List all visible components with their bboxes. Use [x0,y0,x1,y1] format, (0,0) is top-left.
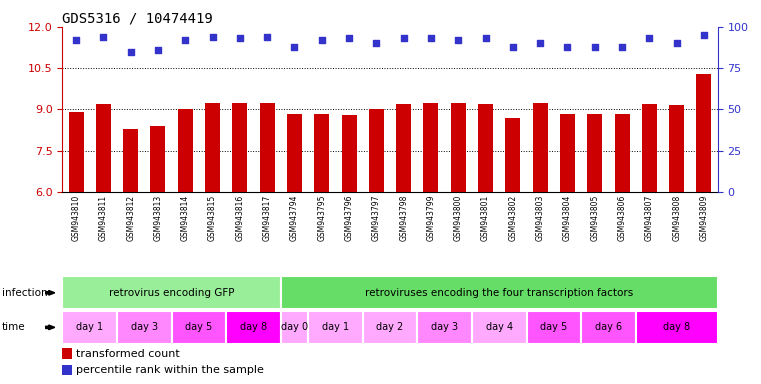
Point [479,35,492,41]
Bar [308,311,363,344]
Bar [62,365,72,375]
Point [152,47,164,53]
Point [288,44,301,50]
Text: retroviruses encoding the four transcription factors: retroviruses encoding the four transcrip… [365,288,633,298]
Text: day 1: day 1 [322,322,349,333]
Point [589,44,601,50]
Bar [669,105,684,192]
Bar [123,129,139,192]
Point [206,34,218,40]
Bar [696,74,712,192]
Bar [369,109,384,192]
Bar [62,348,72,359]
Bar [281,311,308,344]
Bar [62,276,281,309]
Point [179,37,191,43]
Bar [232,103,247,192]
Text: day 3: day 3 [431,322,458,333]
Bar [287,114,302,192]
Point [507,44,519,50]
Text: time: time [2,322,25,333]
Bar [635,311,718,344]
Point [316,37,328,43]
Bar [151,126,165,192]
Text: day 6: day 6 [595,322,622,333]
Bar [178,109,193,192]
Point [261,34,273,40]
Point [70,37,82,43]
Bar [117,311,171,344]
Bar [505,118,521,192]
Bar [478,104,493,192]
Text: day 0: day 0 [281,322,308,333]
Point [562,44,574,50]
Point [534,40,546,46]
Text: infection: infection [2,288,47,298]
Bar [560,114,575,192]
Bar [226,311,281,344]
Point [698,32,710,38]
Bar [96,104,111,192]
Bar [62,311,117,344]
Point [616,44,628,50]
Bar [472,311,527,344]
Text: day 5: day 5 [185,322,212,333]
Bar [451,103,466,192]
Text: percentile rank within the sample: percentile rank within the sample [75,365,263,375]
Bar [260,103,275,192]
Text: day 1: day 1 [76,322,103,333]
Point [643,35,655,41]
Bar [205,103,220,192]
Bar [615,114,629,192]
Text: day 4: day 4 [486,322,513,333]
Bar [68,112,84,192]
Point [425,35,437,41]
Bar [642,104,657,192]
Point [125,49,137,55]
Text: transformed count: transformed count [75,349,180,359]
Point [234,35,246,41]
Text: day 3: day 3 [131,322,158,333]
Bar [587,114,602,192]
Bar [342,115,357,192]
Text: day 8: day 8 [240,322,267,333]
Bar [417,311,472,344]
Bar [527,311,581,344]
Point [343,35,355,41]
Bar [363,311,417,344]
Bar [423,103,438,192]
Point [97,34,110,40]
Text: day 8: day 8 [663,322,690,333]
Point [670,40,683,46]
Bar [533,103,548,192]
Point [371,40,383,46]
Point [452,37,464,43]
Text: GDS5316 / 10474419: GDS5316 / 10474419 [62,12,213,26]
Bar [581,311,635,344]
Point [397,35,409,41]
Bar [171,311,226,344]
Text: retrovirus encoding GFP: retrovirus encoding GFP [109,288,234,298]
Text: day 5: day 5 [540,322,568,333]
Text: day 2: day 2 [377,322,403,333]
Bar [314,114,330,192]
Bar [281,276,718,309]
Bar [396,104,411,192]
